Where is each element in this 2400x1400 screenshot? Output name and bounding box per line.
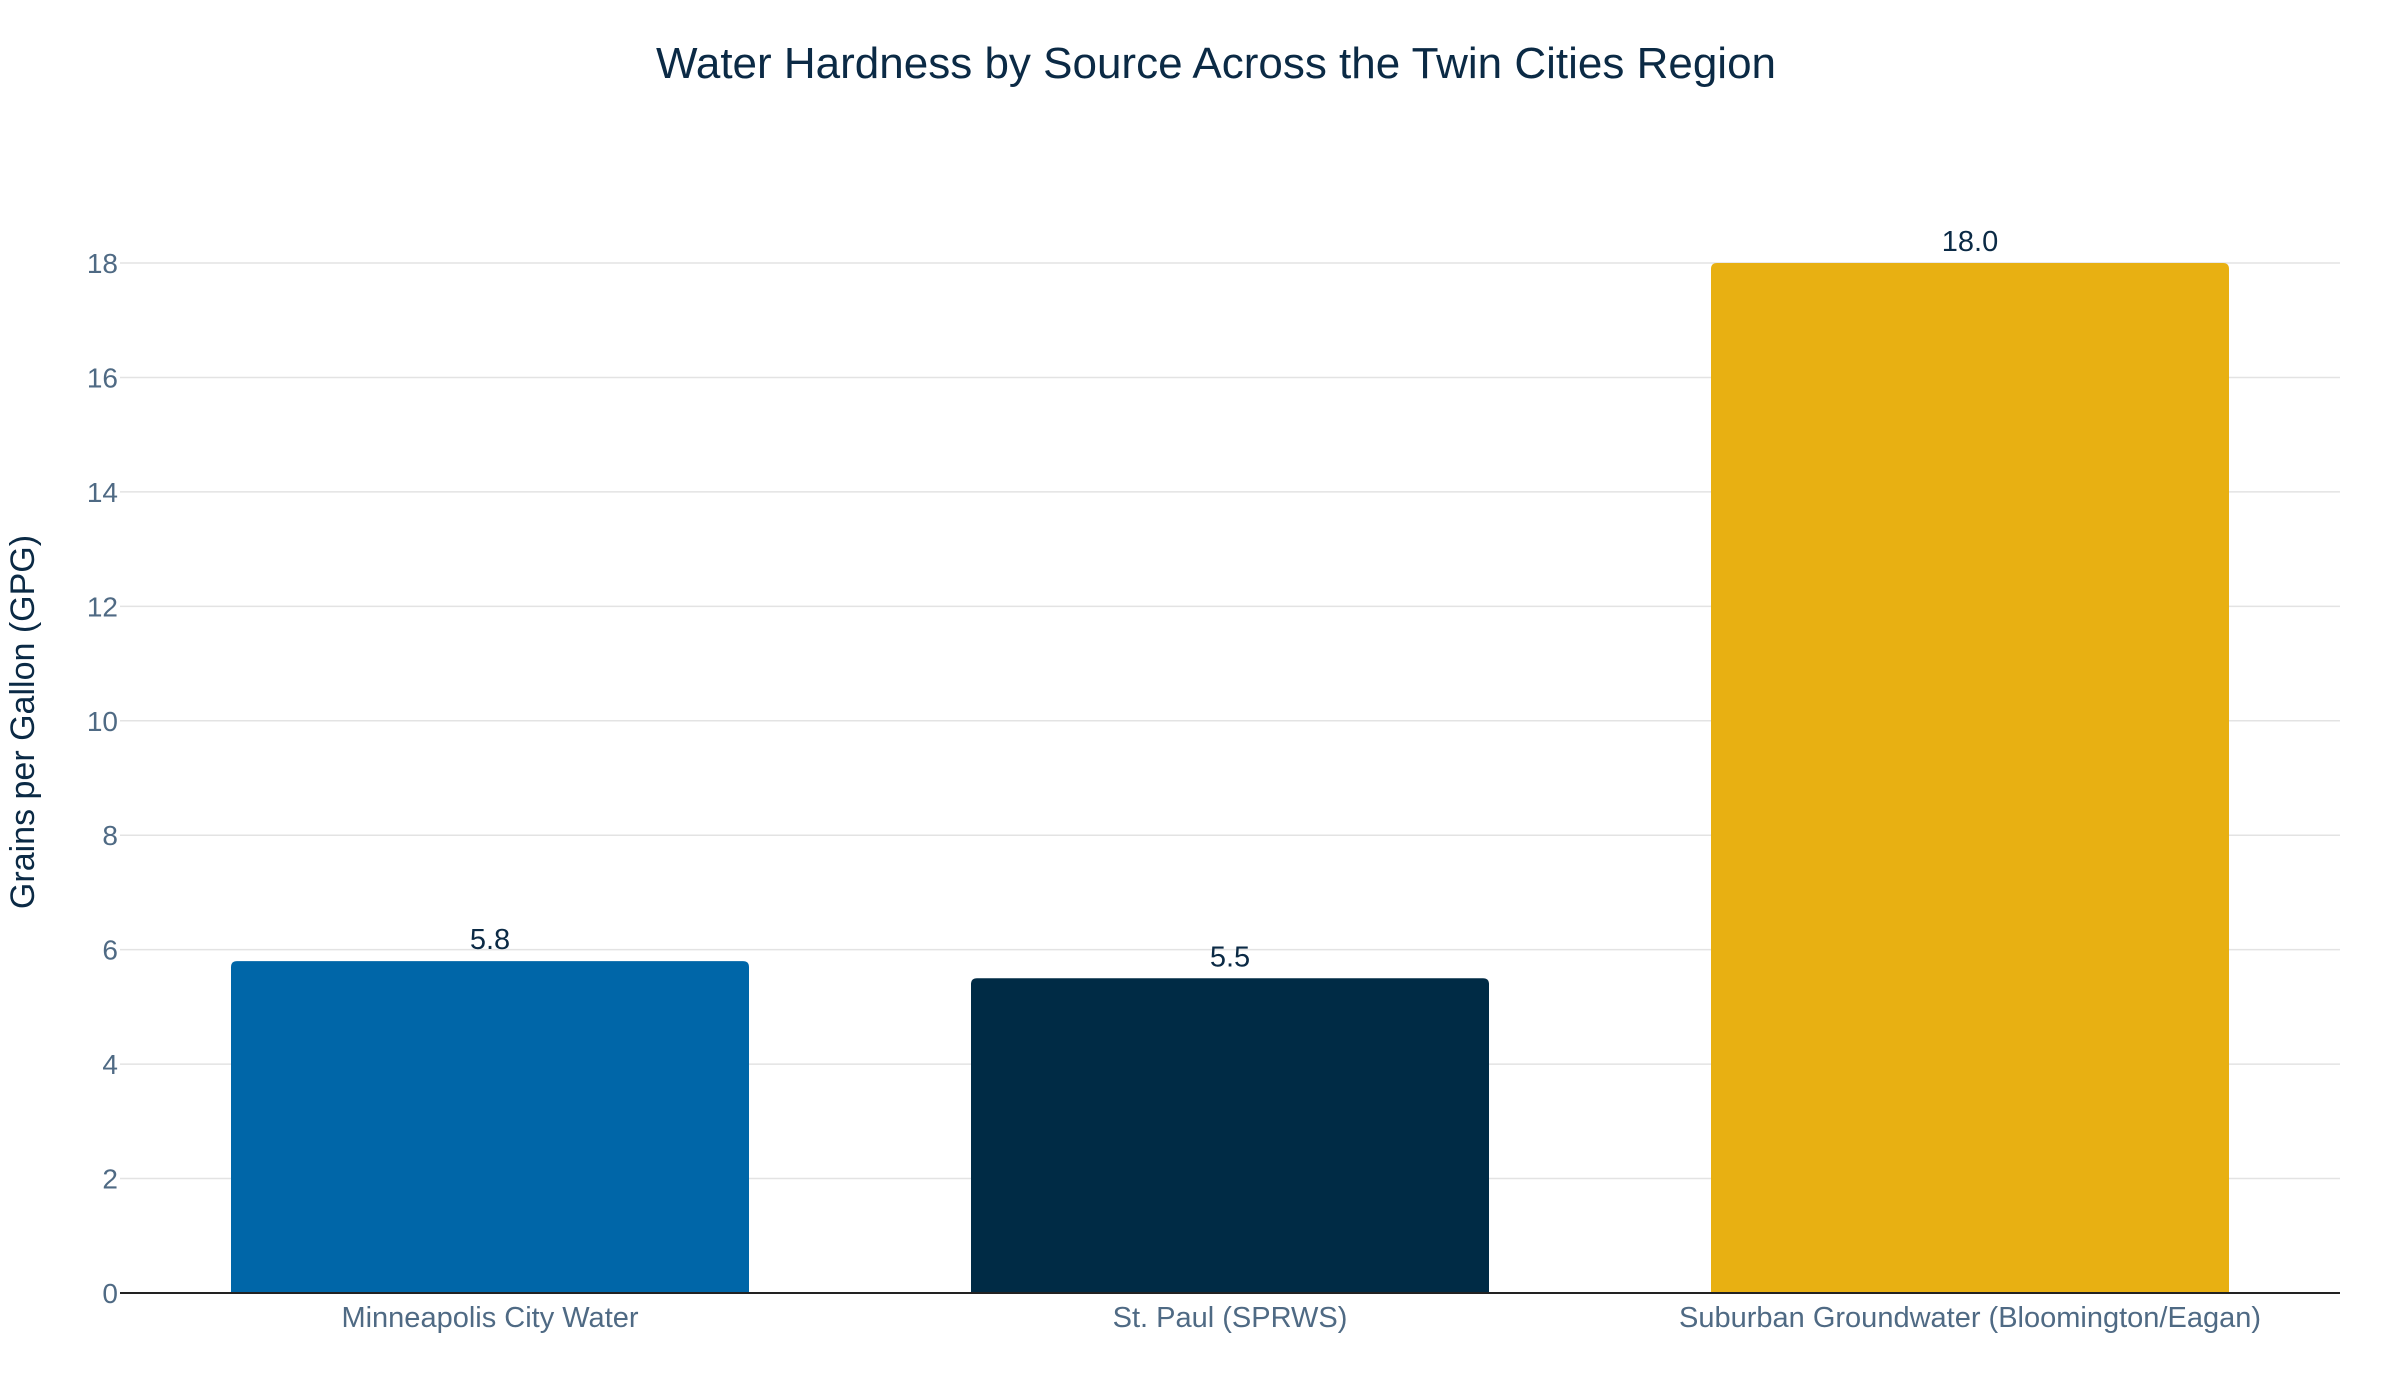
value-labels: 5.8 5.5 18.0	[470, 226, 1998, 973]
bar-value-label: 5.5	[1210, 941, 1250, 973]
y-tick-label: 0	[102, 1278, 118, 1309]
x-category-label: Minneapolis City Water	[341, 1302, 638, 1334]
bar	[231, 961, 749, 1293]
bar-value-label: 18.0	[1942, 226, 1998, 258]
y-tick-label: 14	[87, 477, 118, 508]
y-tick-label: 10	[87, 706, 118, 737]
x-category-label: St. Paul (SPRWS)	[1113, 1302, 1348, 1334]
y-tick-label: 12	[87, 591, 118, 622]
y-axis-ticks: 0 2 4 6 8 10 12 14 16 18	[87, 248, 118, 1309]
y-tick-label: 6	[102, 935, 118, 966]
bar	[1711, 263, 2229, 1293]
y-tick-label: 2	[102, 1164, 118, 1195]
y-tick-label: 18	[87, 248, 118, 279]
x-axis-labels: Minneapolis City Water St. Paul (SPRWS) Su…	[341, 1302, 2261, 1334]
y-axis-label: Grains per Gallon (GPG)	[4, 535, 42, 909]
y-tick-label: 4	[102, 1049, 118, 1080]
bar	[971, 978, 1489, 1293]
chart-title: Water Hardness by Source Across the Twin…	[656, 39, 1776, 88]
x-category-label: Suburban Groundwater (Bloomington/Eagan)	[1679, 1302, 2261, 1334]
bar-value-label: 5.8	[470, 924, 510, 956]
bars	[231, 263, 2229, 1293]
y-tick-label: 16	[87, 362, 118, 393]
y-tick-label: 8	[102, 820, 118, 851]
